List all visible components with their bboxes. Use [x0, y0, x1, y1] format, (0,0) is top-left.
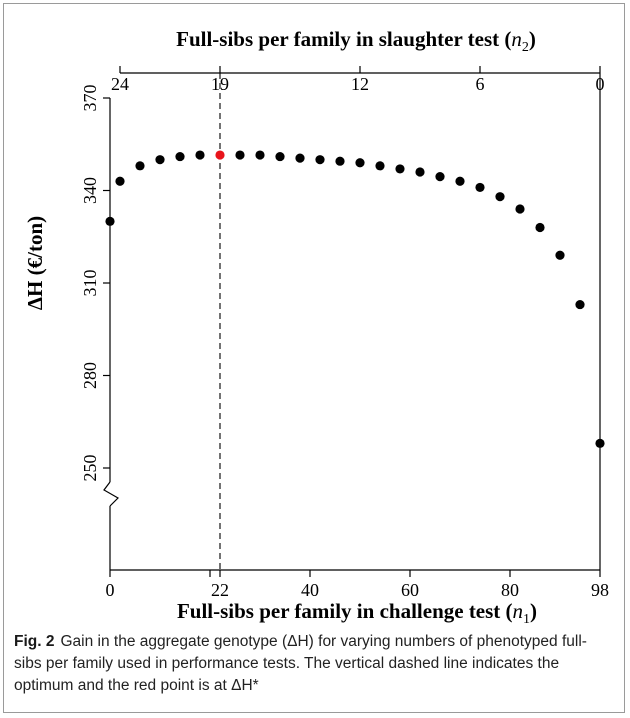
data-point	[355, 158, 365, 168]
x-tick-label-bottom: 60	[401, 580, 419, 600]
data-point	[595, 438, 605, 448]
y-tick-label: 340	[80, 177, 100, 204]
figure-frame	[3, 3, 625, 713]
data-point	[435, 172, 445, 182]
data-point	[455, 176, 465, 186]
data-points	[105, 73, 605, 570]
data-point	[535, 222, 545, 233]
x-tick-label-bottom: 22	[211, 580, 229, 600]
data-point	[315, 155, 325, 165]
data-point	[395, 164, 405, 174]
data-point	[515, 204, 525, 214]
data-point	[555, 250, 565, 260]
x-tick-label-bottom: 98	[591, 580, 609, 600]
top-axis-title: Full-sibs per family in slaughter test (…	[176, 27, 536, 55]
y-axis-break	[103, 481, 119, 507]
x-tick-label-top: 24	[111, 74, 129, 94]
x-tick-label-top: 0	[596, 74, 605, 94]
data-point	[415, 167, 425, 177]
data-point	[575, 299, 585, 310]
y-tick-label: 250	[80, 455, 100, 482]
caption-label: Fig. 2	[14, 633, 55, 650]
data-point	[495, 192, 505, 202]
y-tick-label: 310	[80, 270, 100, 297]
optimum-point	[215, 150, 225, 160]
data-point	[235, 150, 245, 160]
data-point	[155, 155, 165, 165]
axes	[103, 72, 601, 571]
data-point	[195, 150, 205, 160]
data-point	[335, 156, 345, 166]
data-point	[115, 176, 125, 186]
data-point	[375, 161, 385, 171]
bottom-axis-title: Full-sibs per family in challenge test (…	[177, 599, 537, 627]
data-point	[135, 161, 145, 171]
data-point	[105, 216, 115, 226]
figure-caption: Fig. 2 Gain in the aggregate genotype (ΔH…	[14, 631, 612, 697]
data-point	[175, 151, 185, 162]
x-tick-label-bottom: 40	[301, 580, 319, 600]
y-tick-label: 280	[80, 362, 100, 389]
data-point	[275, 151, 285, 162]
x-tick-label-bottom: 80	[501, 580, 519, 600]
x-tick-label-bottom: 0	[106, 580, 115, 600]
y-tick-label: 370	[80, 85, 100, 112]
scatter-chart: Full-sibs per family in slaughter test (…	[23, 27, 609, 627]
y-axis-title: ΔH (€/ton)	[23, 216, 47, 310]
data-point	[295, 153, 305, 163]
x-tick-label-top: 12	[351, 74, 369, 94]
data-point	[255, 150, 265, 160]
x-tick-label-top: 6	[476, 74, 485, 94]
caption-text: Gain in the aggregate genotype (ΔH) for …	[14, 633, 587, 694]
data-point	[475, 182, 485, 193]
